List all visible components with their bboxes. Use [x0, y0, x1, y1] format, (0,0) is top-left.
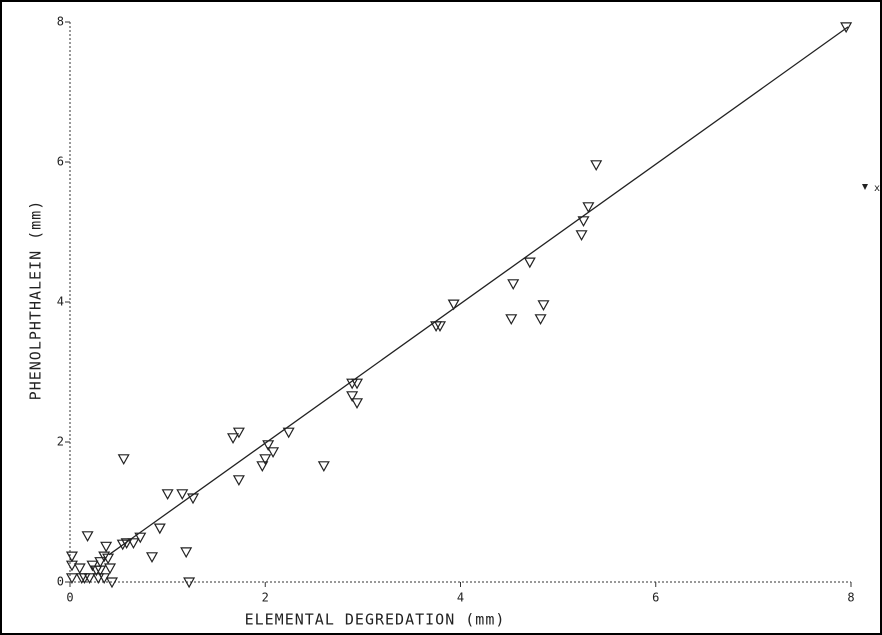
annotation: x	[874, 183, 880, 194]
point	[262, 440, 275, 452]
point	[81, 531, 94, 543]
fit-line	[108, 26, 849, 556]
point	[180, 547, 193, 559]
point	[161, 489, 174, 501]
point	[127, 538, 140, 550]
point	[73, 563, 86, 575]
point	[430, 321, 443, 333]
point	[176, 489, 189, 501]
point	[256, 461, 269, 473]
y-tick-label: 2	[57, 435, 64, 449]
x-tick-label: 4	[457, 591, 464, 605]
point	[134, 532, 147, 544]
point	[116, 539, 129, 551]
x-tick-label: 0	[66, 591, 73, 605]
point	[232, 427, 245, 439]
annotation-marker	[862, 184, 868, 190]
point	[267, 447, 280, 459]
point	[537, 300, 550, 312]
point	[447, 299, 460, 311]
point	[78, 573, 91, 585]
point	[98, 573, 111, 585]
point	[105, 577, 118, 589]
x-tick-label: 8	[847, 591, 854, 605]
x-axis-title: ELEMENTAL DEGREDATION (mm)	[245, 611, 506, 629]
point	[65, 551, 78, 563]
point	[534, 314, 547, 326]
point	[117, 454, 130, 466]
point	[65, 560, 78, 572]
point	[582, 202, 595, 214]
y-tick-label: 4	[57, 295, 64, 309]
point	[577, 216, 590, 228]
point	[259, 454, 272, 466]
point	[346, 391, 359, 403]
point	[317, 461, 330, 473]
y-axis-title: PHENOLPHTHALEIN (mm)	[27, 200, 45, 401]
point	[590, 160, 603, 172]
point	[840, 22, 853, 34]
y-tick-label: 0	[57, 575, 64, 589]
point	[65, 573, 78, 585]
y-tick-label: 8	[57, 15, 64, 29]
point	[100, 541, 113, 553]
y-tick-label: 6	[57, 155, 64, 169]
point	[282, 427, 295, 439]
point	[186, 493, 200, 505]
point	[104, 563, 117, 575]
point	[94, 557, 107, 568]
point	[505, 314, 518, 326]
point	[232, 475, 245, 487]
point	[102, 553, 115, 565]
point	[346, 378, 359, 390]
point	[350, 398, 364, 410]
point	[98, 551, 111, 563]
point	[183, 577, 196, 589]
x-tick-label: 6	[652, 591, 659, 605]
point	[507, 279, 520, 291]
point	[153, 523, 166, 535]
point	[94, 565, 107, 577]
x-tick-label: 2	[262, 591, 269, 605]
point	[145, 552, 159, 564]
point	[120, 538, 133, 550]
point	[523, 257, 536, 269]
point	[575, 230, 588, 242]
point	[92, 573, 105, 585]
point	[227, 433, 240, 445]
